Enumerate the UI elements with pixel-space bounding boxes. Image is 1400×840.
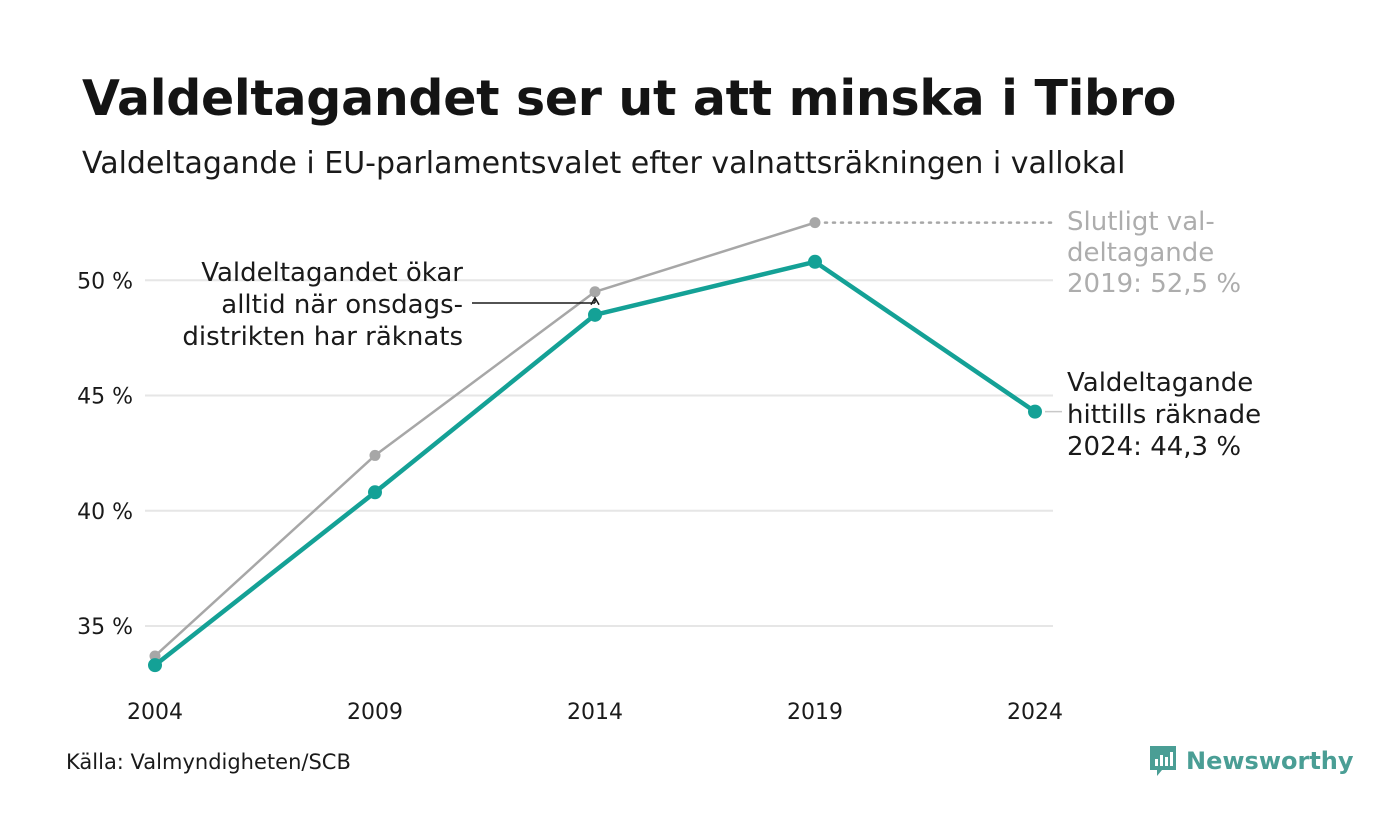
x-tick-label: 2004 bbox=[127, 700, 183, 725]
brand-logo: Newsworthy bbox=[1148, 744, 1354, 778]
x-tick-label: 2014 bbox=[567, 700, 623, 725]
annotation-final-line: 2019: 52,5 % bbox=[1067, 269, 1241, 299]
point-main bbox=[588, 307, 602, 322]
point-final bbox=[369, 449, 381, 461]
annotation-onsdag-line: Valdeltagandet ökar bbox=[201, 258, 463, 288]
y-tick-label: 45 % bbox=[77, 385, 133, 410]
annotation-arrowhead bbox=[590, 296, 600, 306]
point-main bbox=[1028, 404, 1042, 419]
point-final bbox=[149, 650, 161, 662]
annotation-current-line: 2024: 44,3 % bbox=[1067, 432, 1241, 462]
x-tick-label: 2019 bbox=[787, 700, 843, 725]
annotation-final-line: Slutligt val- bbox=[1067, 207, 1215, 237]
brand-name: Newsworthy bbox=[1186, 747, 1354, 775]
point-main bbox=[368, 485, 382, 500]
x-tick-label: 2024 bbox=[1007, 700, 1063, 725]
series-line-final bbox=[154, 221, 816, 657]
y-tick-label: 50 % bbox=[77, 269, 133, 294]
newsworthy-logo-icon bbox=[1150, 746, 1176, 776]
annotation-current-line: hittills räknade bbox=[1067, 400, 1261, 430]
annotation-current-line: Valdeltagande bbox=[1067, 368, 1253, 398]
annotation-onsdag-line: distrikten har räknats bbox=[182, 322, 463, 352]
point-main bbox=[148, 658, 162, 673]
point-final bbox=[809, 217, 821, 229]
chart-title: Valdeltagandet ser ut att minska i Tibro bbox=[82, 70, 1177, 127]
annotation-final-line: deltagande bbox=[1067, 238, 1214, 268]
chart-subtitle: Valdeltagande i EU-parlamentsvalet efter… bbox=[82, 146, 1126, 181]
y-tick-label: 40 % bbox=[77, 500, 133, 525]
point-final bbox=[589, 286, 601, 298]
point-main bbox=[808, 254, 822, 269]
source-note: Källa: Valmyndigheten/SCB bbox=[66, 750, 351, 774]
x-tick-label: 2009 bbox=[347, 700, 403, 725]
y-tick-label: 35 % bbox=[77, 615, 133, 640]
annotation-onsdag-line: alltid när onsdags- bbox=[221, 290, 463, 320]
